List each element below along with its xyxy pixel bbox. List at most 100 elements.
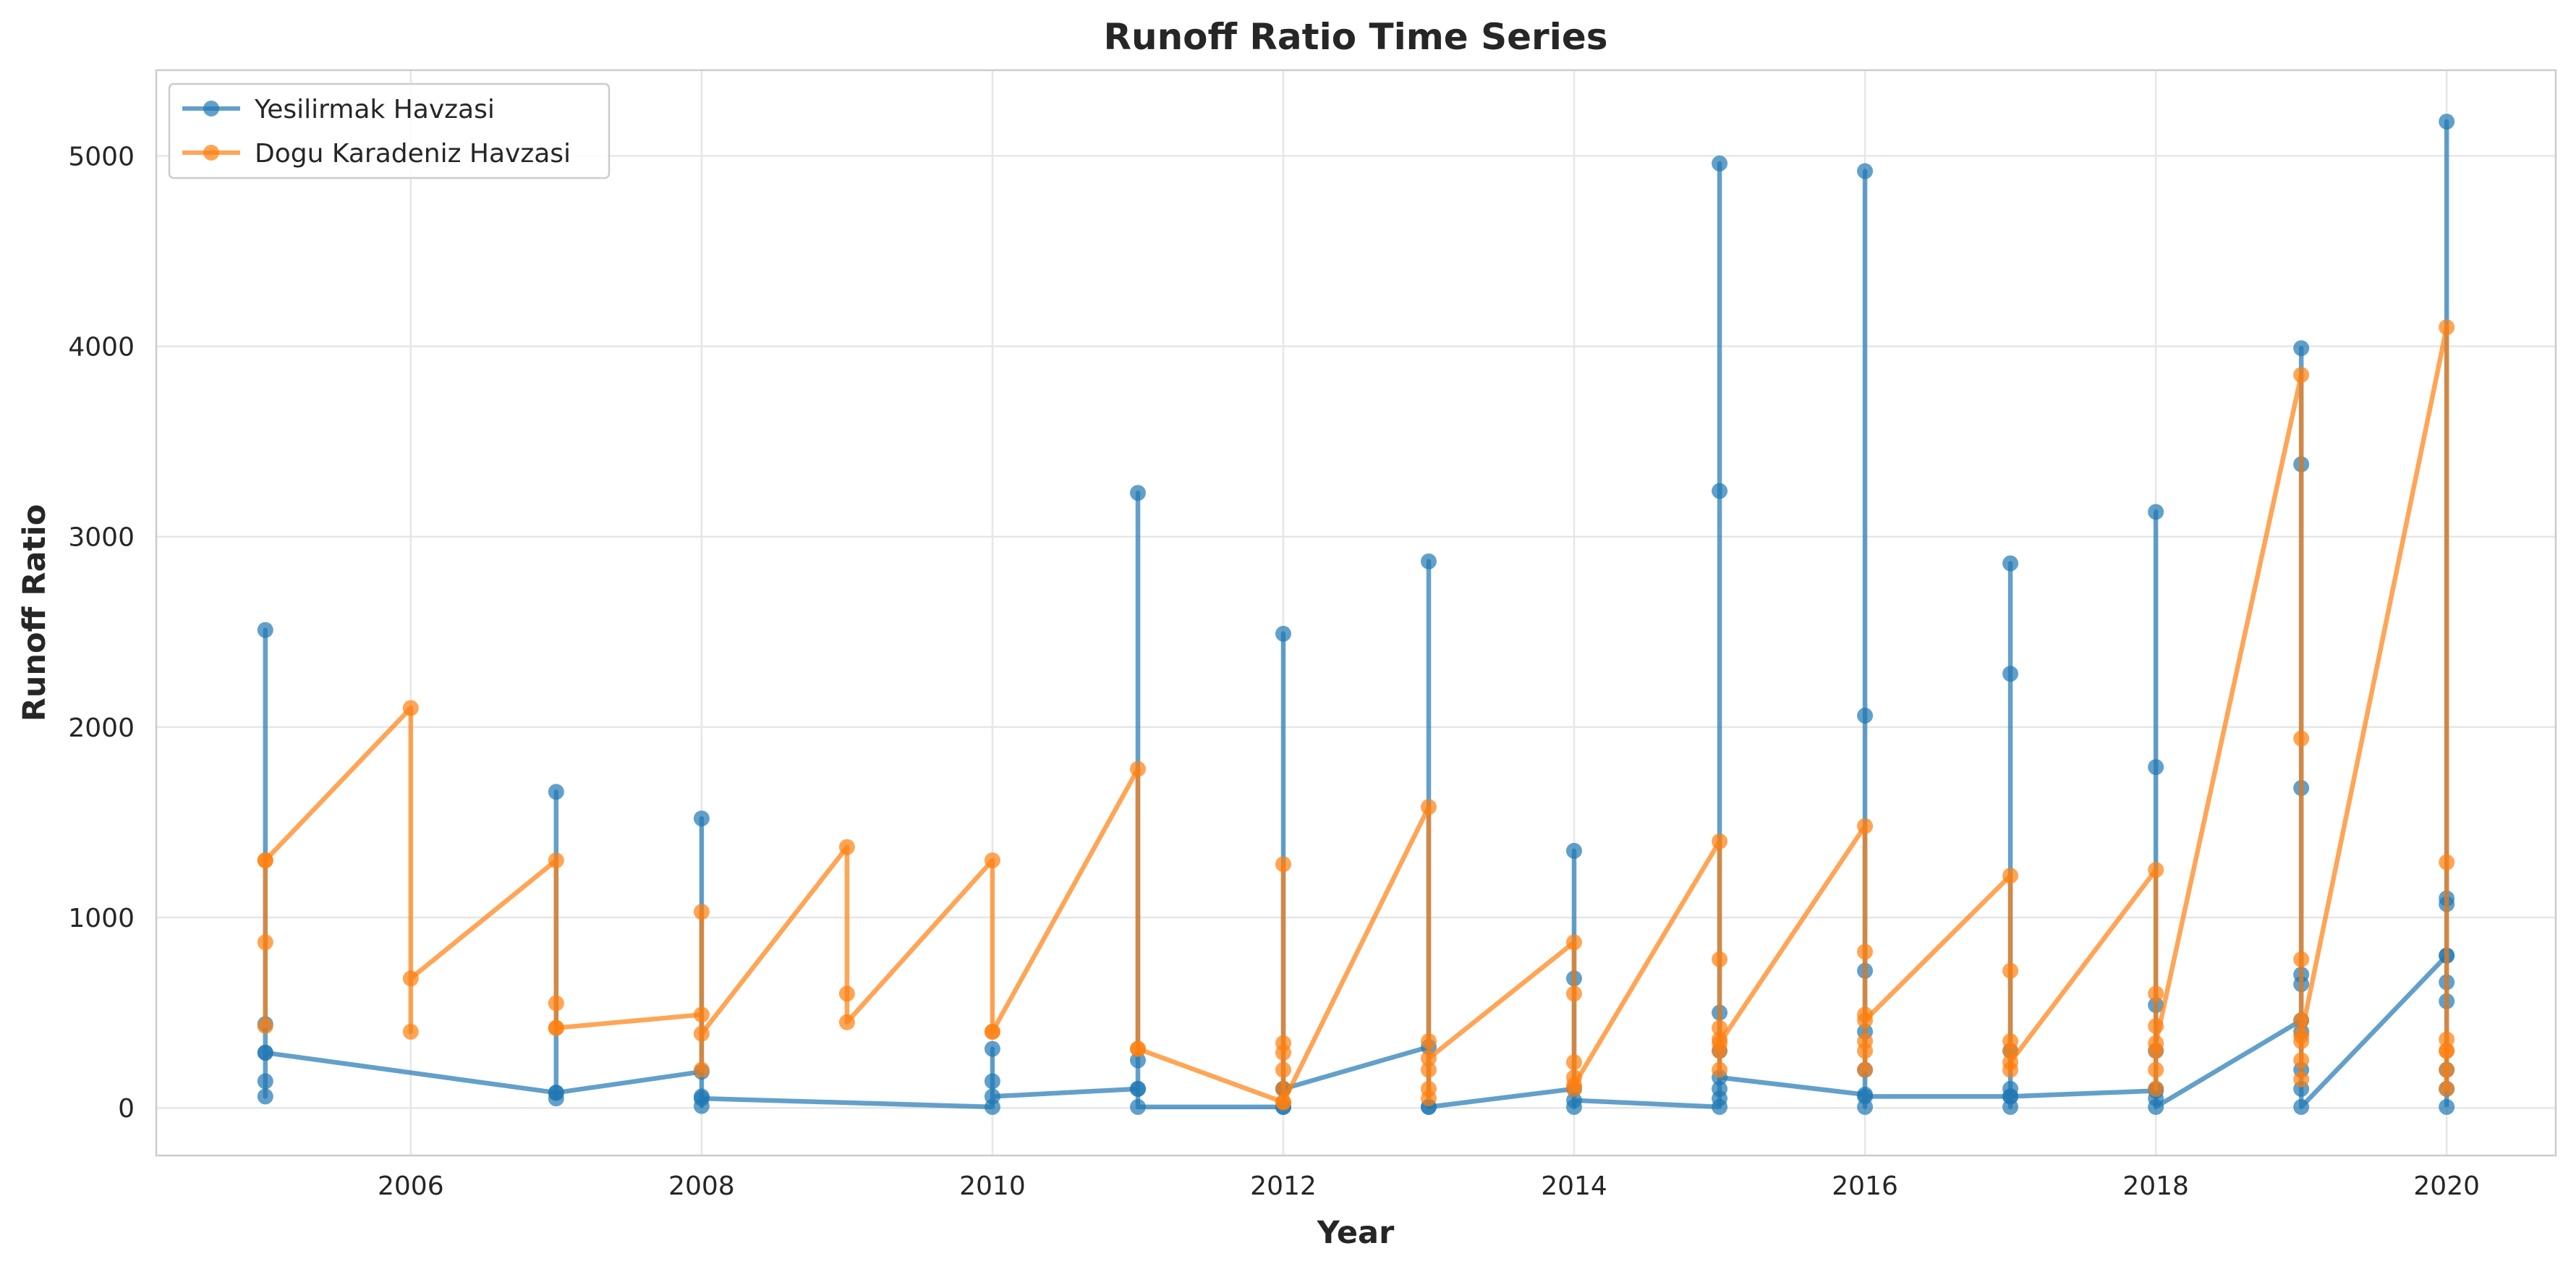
data-point-yesilirmak (1857, 1088, 1874, 1105)
data-point-dogu-karadeniz (1857, 1012, 1874, 1029)
data-point-dogu-karadeniz (1421, 1033, 1437, 1050)
data-point-yesilirmak (257, 1044, 273, 1061)
data-point-dogu-karadeniz (2293, 367, 2310, 383)
legend-marker-dogu-karadeniz (203, 145, 219, 161)
data-point-dogu-karadeniz (1275, 1044, 1291, 1061)
x-tick-label: 2008 (668, 1171, 735, 1201)
data-point-yesilirmak (548, 1085, 564, 1101)
data-point-dogu-karadeniz (1857, 944, 1874, 960)
data-point-yesilirmak (1130, 485, 1146, 501)
data-point-yesilirmak (984, 1088, 1000, 1105)
data-point-yesilirmak (548, 784, 564, 800)
data-point-dogu-karadeniz (2439, 854, 2455, 870)
data-point-yesilirmak (257, 1073, 273, 1090)
data-point-dogu-karadeniz (2293, 1071, 2310, 1087)
data-point-yesilirmak (2148, 759, 2164, 776)
data-point-dogu-karadeniz (1421, 799, 1437, 815)
legend-marker-yesilirmak (203, 101, 219, 116)
data-point-dogu-karadeniz (402, 1023, 419, 1040)
data-point-yesilirmak (693, 810, 710, 827)
series-layer (257, 114, 2455, 1115)
data-point-dogu-karadeniz (1130, 760, 1146, 777)
data-point-yesilirmak (1857, 708, 1874, 724)
data-point-dogu-karadeniz (1857, 1043, 1874, 1059)
data-point-dogu-karadeniz (1857, 818, 1874, 834)
legend-box (168, 82, 611, 179)
data-point-dogu-karadeniz (1712, 951, 1728, 967)
data-point-dogu-karadeniz (2002, 962, 2019, 979)
x-tick-label: 2018 (2122, 1171, 2189, 1201)
data-point-dogu-karadeniz (1275, 1061, 1291, 1078)
data-point-yesilirmak (2148, 1098, 2164, 1115)
data-point-dogu-karadeniz (2148, 1018, 2164, 1035)
data-point-dogu-karadeniz (1421, 1061, 1437, 1078)
chart-title: Runoff Ratio Time Series (1103, 16, 1607, 58)
data-point-dogu-karadeniz (548, 852, 564, 869)
data-point-dogu-karadeniz (2002, 1054, 2019, 1071)
data-point-dogu-karadeniz (2439, 319, 2455, 336)
data-point-yesilirmak (1275, 625, 1291, 642)
y-tick-label: 2000 (68, 713, 135, 743)
data-point-dogu-karadeniz (693, 1025, 710, 1042)
data-point-dogu-karadeniz (693, 1061, 710, 1078)
data-point-yesilirmak (984, 1073, 1000, 1090)
data-point-dogu-karadeniz (2293, 1027, 2310, 1044)
data-point-dogu-karadeniz (693, 1006, 710, 1023)
x-tick-label: 2020 (2413, 1171, 2480, 1201)
x-tick-label: 2012 (1250, 1171, 1317, 1201)
tick-labels: 2006 2008 2010 2012 2014 2016 2018 2020 0 1000 200… (68, 142, 2480, 1201)
data-point-dogu-karadeniz (1857, 1061, 1874, 1078)
legend-label-yesilirmak: Yesilirmak Havzasi (254, 95, 495, 124)
y-tick-label: 4000 (68, 333, 135, 362)
data-point-yesilirmak (257, 1088, 273, 1105)
data-point-dogu-karadeniz (838, 1014, 855, 1030)
data-point-dogu-karadeniz (693, 904, 710, 920)
data-point-dogu-karadeniz (1712, 833, 1728, 849)
data-point-dogu-karadeniz (1275, 856, 1291, 873)
data-point-dogu-karadeniz (402, 970, 419, 987)
legend: Yesilirmak Havzasi Dogu Karadeniz Havzas… (168, 82, 611, 179)
data-point-dogu-karadeniz (257, 1018, 273, 1035)
plot-frame (155, 69, 2557, 1157)
data-point-yesilirmak (2002, 1088, 2019, 1105)
data-point-dogu-karadeniz (2439, 1031, 2455, 1048)
y-tick-label: 5000 (68, 142, 135, 171)
x-axis-label: Year (1317, 1215, 1395, 1251)
data-point-dogu-karadeniz (2002, 1043, 2019, 1059)
data-point-yesilirmak (1130, 1080, 1146, 1097)
x-tick-label: 2010 (959, 1171, 1026, 1201)
data-point-dogu-karadeniz (1421, 1050, 1437, 1067)
data-point-yesilirmak (2002, 555, 2019, 572)
data-point-dogu-karadeniz (2148, 862, 2164, 878)
data-point-yesilirmak (1566, 1092, 1582, 1108)
data-point-dogu-karadeniz (257, 934, 273, 951)
data-point-dogu-karadeniz (1566, 1077, 1582, 1093)
data-point-dogu-karadeniz (1421, 1090, 1437, 1107)
data-point-dogu-karadeniz (2148, 1035, 2164, 1051)
y-tick-label: 1000 (68, 904, 135, 933)
y-axis-label: Runoff Ratio (17, 504, 53, 722)
data-point-dogu-karadeniz (1566, 985, 1582, 1002)
data-point-yesilirmak (1130, 1098, 1146, 1115)
data-point-dogu-karadeniz (2002, 868, 2019, 884)
data-point-yesilirmak (1712, 483, 1728, 499)
x-tick-label: 2014 (1541, 1171, 1607, 1201)
data-point-dogu-karadeniz (838, 839, 855, 855)
data-point-dogu-karadeniz (838, 985, 855, 1002)
series-dogu-karadeniz (257, 319, 2455, 1111)
data-point-yesilirmak (1130, 1052, 1146, 1069)
data-point-dogu-karadeniz (2439, 1043, 2455, 1059)
data-point-dogu-karadeniz (2148, 1061, 2164, 1078)
legend-label-dogu-karadeniz: Dogu Karadeniz Havzasi (255, 139, 571, 169)
data-point-dogu-karadeniz (1712, 1035, 1728, 1051)
data-point-dogu-karadeniz (1712, 1019, 1728, 1036)
x-tick-label: 2016 (1832, 1171, 1898, 1201)
data-point-yesilirmak (1712, 155, 1728, 171)
data-point-dogu-karadeniz (402, 700, 419, 716)
data-point-dogu-karadeniz (2293, 730, 2310, 747)
data-point-yesilirmak (2439, 114, 2455, 130)
data-point-dogu-karadeniz (1566, 1054, 1582, 1071)
series-line-dogu-karadeniz (263, 325, 2449, 1105)
data-point-dogu-karadeniz (2148, 1080, 2164, 1097)
